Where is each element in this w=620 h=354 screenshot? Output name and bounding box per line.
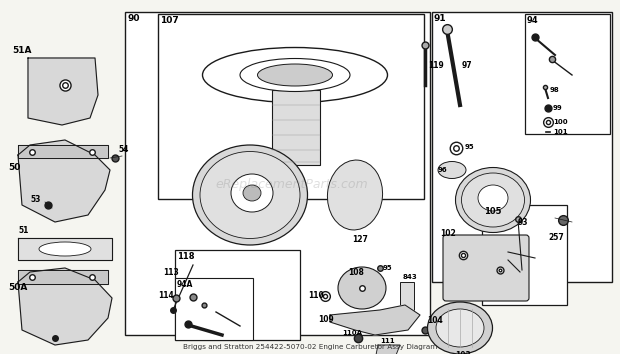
Bar: [125, 12, 430, 335]
Text: eReplacementParts.com: eReplacementParts.com: [215, 178, 368, 190]
Ellipse shape: [436, 309, 484, 347]
Text: 100: 100: [553, 119, 568, 125]
Text: 91: 91: [434, 14, 446, 23]
Text: 51: 51: [18, 226, 29, 235]
Polygon shape: [18, 270, 108, 284]
Text: 102: 102: [440, 229, 456, 238]
Bar: [482, 205, 567, 305]
Ellipse shape: [192, 145, 308, 245]
Text: 119: 119: [428, 61, 444, 69]
Text: 113: 113: [163, 268, 179, 277]
Text: 50A: 50A: [8, 284, 27, 292]
Text: 127: 127: [352, 235, 368, 244]
Text: 51A: 51A: [12, 46, 32, 55]
Text: 108: 108: [348, 268, 364, 277]
Polygon shape: [18, 268, 112, 345]
Bar: [175, 250, 300, 340]
Ellipse shape: [243, 185, 261, 201]
Ellipse shape: [240, 58, 350, 91]
Bar: [400, 282, 414, 314]
Text: 114: 114: [158, 291, 174, 301]
FancyBboxPatch shape: [443, 235, 529, 301]
Text: 94: 94: [527, 16, 539, 25]
Text: 98: 98: [550, 87, 560, 93]
Text: 95: 95: [465, 144, 475, 150]
Text: 104: 104: [427, 316, 443, 325]
Text: 50: 50: [8, 164, 20, 172]
Text: 118: 118: [177, 252, 195, 261]
Bar: [272, 90, 320, 165]
Ellipse shape: [456, 167, 531, 233]
Text: 257: 257: [548, 233, 564, 242]
Polygon shape: [28, 58, 98, 125]
Polygon shape: [18, 145, 108, 158]
Text: 105: 105: [484, 207, 502, 216]
Text: 107: 107: [160, 16, 179, 25]
Ellipse shape: [438, 161, 466, 178]
Text: 101: 101: [553, 129, 568, 135]
Ellipse shape: [461, 173, 525, 227]
Bar: [525, 14, 610, 134]
Ellipse shape: [327, 160, 383, 230]
Text: 54: 54: [118, 145, 128, 154]
Polygon shape: [376, 345, 400, 354]
Text: 103: 103: [455, 351, 471, 354]
Ellipse shape: [257, 64, 332, 86]
Text: 90: 90: [127, 14, 140, 23]
Ellipse shape: [203, 47, 388, 103]
Text: Briggs and Stratton 254422-5070-02 Engine Carburetor Assy Diagram: Briggs and Stratton 254422-5070-02 Engin…: [183, 344, 437, 350]
Ellipse shape: [478, 185, 508, 211]
Text: 53: 53: [30, 195, 40, 205]
Ellipse shape: [200, 152, 300, 239]
Bar: [158, 14, 424, 199]
Text: 111: 111: [380, 338, 394, 344]
Polygon shape: [18, 238, 112, 260]
Text: 110: 110: [308, 291, 324, 299]
Text: 109: 109: [318, 315, 334, 325]
Text: 110A: 110A: [342, 330, 362, 336]
Ellipse shape: [39, 242, 91, 256]
Text: 99: 99: [553, 105, 563, 111]
Bar: [175, 278, 253, 340]
Text: 96: 96: [438, 167, 448, 173]
Text: 843: 843: [403, 274, 418, 280]
Polygon shape: [18, 140, 110, 222]
Polygon shape: [330, 305, 420, 335]
Bar: [432, 12, 612, 282]
Ellipse shape: [338, 267, 386, 309]
Text: 94A: 94A: [177, 280, 193, 289]
Text: 95: 95: [383, 265, 392, 271]
Ellipse shape: [231, 174, 273, 212]
Ellipse shape: [428, 302, 492, 354]
Text: 97: 97: [462, 61, 472, 69]
Text: 93: 93: [518, 218, 528, 227]
